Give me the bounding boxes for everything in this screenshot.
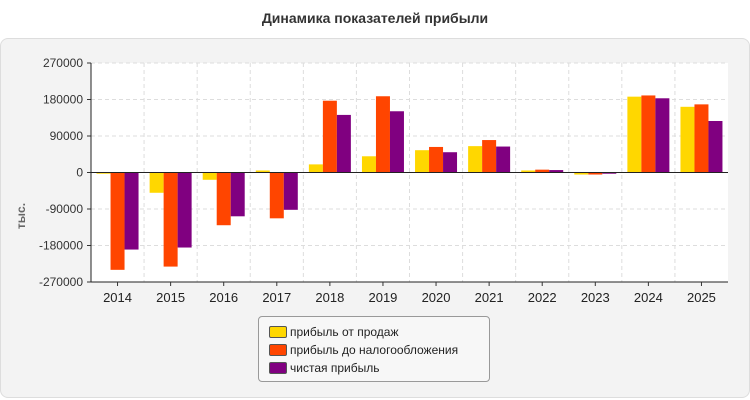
bar-2020-series-2 — [429, 146, 444, 173]
bar-2021-series-2 — [482, 140, 497, 173]
y-tick-label--90000: -90000 — [46, 202, 84, 216]
bar-2017-series-3 — [283, 172, 298, 210]
x-tick-label-2021: 2021 — [475, 290, 504, 305]
bar-2019-series-2 — [375, 96, 390, 173]
bar-2021-series-1 — [468, 146, 483, 173]
bar-2016-series-3 — [230, 172, 245, 217]
legend-swatch-net-profit — [269, 362, 287, 374]
bar-2019-series-3 — [389, 111, 404, 173]
chart-title: Динамика показателей прибыли — [261, 10, 489, 26]
y-axis-label-wrap: тыс. — [11, 187, 31, 247]
y-tick-label-180000: 180000 — [43, 93, 83, 107]
bar-2019-series-1 — [361, 156, 376, 173]
bar-2020-series-3 — [443, 152, 458, 173]
bar-2014-series-2 — [110, 172, 125, 270]
bar-2025-series-3 — [708, 120, 723, 173]
x-tick-label-2015: 2015 — [156, 290, 185, 305]
bar-2015-series-1 — [149, 172, 164, 193]
bar-2020-series-1 — [415, 150, 430, 173]
bar-2017-series-1 — [255, 170, 270, 173]
x-tick-label-2016: 2016 — [209, 290, 238, 305]
bar-2018-series-1 — [308, 164, 323, 173]
bar-2025-series-1 — [680, 106, 695, 173]
x-tick-label-2017: 2017 — [262, 290, 291, 305]
bar-2022-series-2 — [535, 169, 550, 173]
bar-2014-series-3 — [124, 172, 139, 250]
y-tick-label-90000: 90000 — [50, 129, 84, 143]
legend-item-pretax-profit[interactable]: прибыль до налогообложения — [269, 341, 479, 359]
chart-panel: 270000 180000 90000 0 -90000 -180000 -270000 20… — [0, 38, 750, 398]
x-tick-label-2020: 2020 — [422, 290, 451, 305]
y-axis-label: тыс. — [14, 202, 28, 230]
bar-2016-series-1 — [202, 172, 217, 180]
legend-item-net-profit[interactable]: чистая прибыль — [269, 359, 479, 377]
y-tick-label--270000: -270000 — [39, 275, 83, 289]
legend: прибыль от продаж прибыль до налогооблож… — [258, 316, 490, 382]
bar-2021-series-3 — [496, 146, 511, 173]
bar-2017-series-2 — [269, 172, 284, 219]
bar-2015-series-3 — [177, 172, 192, 248]
legend-label-sales-profit: прибыль от продаж — [290, 325, 399, 339]
legend-swatch-sales-profit — [269, 326, 287, 338]
plot-area: 270000 180000 90000 0 -90000 -180000 -270000 20… — [39, 56, 728, 305]
bar-2025-series-2 — [694, 104, 709, 173]
bar-2023-series-3 — [602, 172, 617, 174]
x-tick-label-2025: 2025 — [687, 290, 716, 305]
x-tick-label-2014: 2014 — [103, 290, 132, 305]
y-tick-label-270000: 270000 — [43, 56, 83, 70]
bar-2022-series-1 — [521, 170, 536, 173]
y-tick-label-0: 0 — [76, 166, 83, 180]
bar-2015-series-2 — [163, 172, 178, 267]
bar-2016-series-2 — [216, 172, 231, 226]
bar-2022-series-3 — [549, 170, 564, 173]
y-tick-label--180000: -180000 — [39, 239, 83, 253]
legend-label-net-profit: чистая прибыль — [290, 361, 380, 375]
legend-label-pretax-profit: прибыль до налогообложения — [290, 343, 459, 357]
x-tick-label-2019: 2019 — [368, 290, 397, 305]
bar-2014-series-1 — [96, 172, 111, 174]
legend-swatch-pretax-profit — [269, 344, 287, 356]
x-tick-label-2018: 2018 — [315, 290, 344, 305]
bar-2023-series-2 — [588, 172, 603, 175]
bar-2024-series-3 — [655, 98, 670, 173]
bar-2023-series-1 — [574, 172, 589, 175]
x-tick-label-2022: 2022 — [528, 290, 557, 305]
bar-2024-series-1 — [627, 96, 642, 173]
bar-2018-series-2 — [322, 100, 337, 173]
bar-2018-series-3 — [336, 114, 351, 173]
bar-2024-series-2 — [641, 95, 656, 173]
legend-item-sales-profit[interactable]: прибыль от продаж — [269, 323, 479, 341]
x-tick-label-2024: 2024 — [634, 290, 663, 305]
x-tick-label-2023: 2023 — [581, 290, 610, 305]
